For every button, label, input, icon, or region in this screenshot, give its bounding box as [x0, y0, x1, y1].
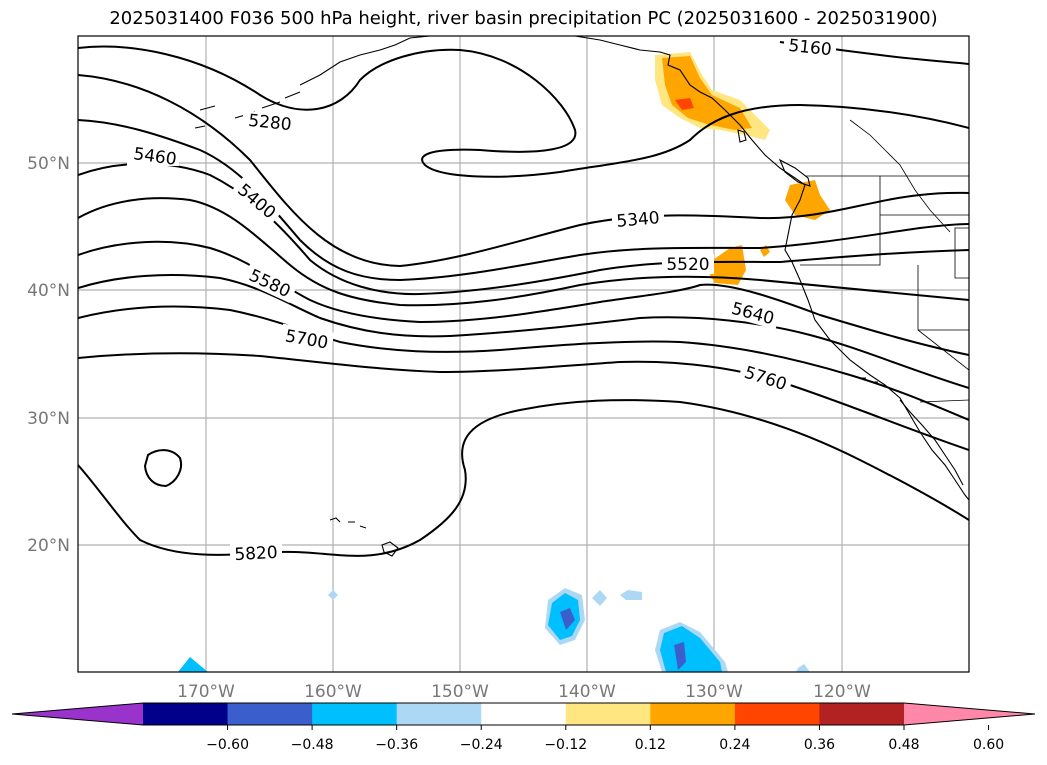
precip-negative-c: [178, 657, 208, 672]
lat-label-30n: 30°N: [27, 409, 70, 429]
coastline-vancouver-island: [778, 158, 811, 187]
colorbar-tick-label: 0.12: [635, 737, 666, 753]
precip-negative-b-core: [674, 642, 686, 670]
colorbar-segment: [312, 703, 398, 725]
colorbar-ticks: −0.60 −0.48 −0.36 −0.24 −0.12 0.12 0.24 0.36 0.4…: [206, 725, 1004, 753]
contour-5400: [78, 162, 969, 296]
colorbar-tick-label: 0.24: [719, 737, 750, 753]
lat-label-50n: 50°N: [27, 154, 70, 174]
lon-label-150w: 150°W: [431, 682, 489, 702]
precip-positive-wa: [785, 180, 830, 220]
colorbar-tick-label: −0.12: [544, 737, 587, 753]
precip-positive-bc-max: [675, 98, 694, 110]
contour-label-5520: 5520: [666, 255, 709, 275]
lon-label-130w: 130°W: [685, 682, 743, 702]
colorbar-outline: [11, 702, 1036, 726]
coastline-haida-gwaii: [737, 129, 747, 143]
precip-shading: [178, 52, 830, 672]
colorbar-tick-label: −0.60: [206, 737, 249, 753]
coastline-baja: [899, 399, 964, 486]
colorbar-segment: [143, 703, 229, 725]
coastlines: [194, 36, 969, 557]
coastline-hawaii: [329, 517, 399, 557]
precip-negative-g: [796, 664, 810, 672]
precip-negative-d: [620, 590, 642, 600]
contour-5460-lower: [78, 197, 969, 307]
contour-5760: [78, 399, 969, 557]
coastline-alaska: [299, 36, 431, 86]
border-state-1: [800, 176, 881, 266]
contour-5700: [78, 352, 969, 451]
contour-label-5340: 5340: [616, 208, 661, 232]
border-mexico: [919, 399, 969, 403]
contour-5460-upper: [78, 119, 969, 282]
precip-negative-f: [592, 590, 607, 606]
colorbar-extend-max: [904, 703, 1035, 725]
contour-5820-closed: [143, 449, 182, 488]
colorbar-segment: [650, 703, 736, 725]
border-state-5: [954, 227, 969, 279]
contour-labels: 5160 5280 5460 5400 5340 5520 5580 5640 …: [127, 36, 836, 565]
contour-5280-closed: [78, 45, 969, 178]
precip-positive-bc-core: [662, 56, 752, 130]
lon-label-160w: 160°W: [304, 682, 362, 702]
colorbar-segment: [819, 703, 905, 725]
colorbar-segments: [12, 703, 1035, 725]
contour-label-5280: 5280: [247, 111, 292, 135]
contour-5340: [78, 74, 969, 268]
border-canada-interior: [849, 119, 951, 233]
colorbar-segment: [481, 703, 567, 725]
colorbar-tick-label: −0.48: [291, 737, 334, 753]
colorbar: −0.60 −0.48 −0.36 −0.24 −0.12 0.12 0.24 0.36 0.4…: [11, 702, 1036, 753]
colorbar-segment: [396, 703, 482, 725]
colorbar-tick-label: 0.60: [973, 737, 1004, 753]
precip-negative-e: [328, 590, 338, 600]
colorbar-tick-label: −0.24: [460, 737, 503, 753]
colorbar-segment: [227, 703, 313, 725]
colorbar-tick-label: −0.36: [375, 737, 418, 753]
map-title: 2025031400 F036 500 hPa height, river ba…: [109, 8, 938, 29]
height-contours: [78, 41, 969, 557]
colorbar-extend-min: [12, 703, 143, 725]
contour-label-5160: 5160: [787, 36, 832, 60]
contour-label-5820: 5820: [234, 543, 278, 565]
precip-negative-a-core: [560, 608, 575, 630]
gridlines: [78, 36, 969, 672]
colorbar-segment: [734, 703, 820, 725]
lon-label-140w: 140°W: [558, 682, 616, 702]
precip-positive-offshore: [708, 245, 746, 285]
lat-label-40n: 40°N: [27, 281, 70, 301]
colorbar-tick-label: 0.36: [804, 737, 835, 753]
contour-5520: [78, 240, 969, 356]
lon-label-120w: 120°W: [813, 682, 871, 702]
contour-5640: [78, 305, 969, 421]
colorbar-tick-label: 0.48: [888, 737, 919, 753]
colorbar-segment: [565, 703, 651, 725]
coastline-us-west: [784, 184, 969, 501]
lon-label-170w: 170°W: [177, 682, 235, 702]
precip-negative-b-mid: [660, 626, 722, 672]
map-frame: [77, 35, 970, 673]
coastline-alaska-gulf: [574, 36, 806, 186]
contour-5580: [78, 274, 969, 389]
lat-label-20n: 20°N: [27, 536, 70, 556]
